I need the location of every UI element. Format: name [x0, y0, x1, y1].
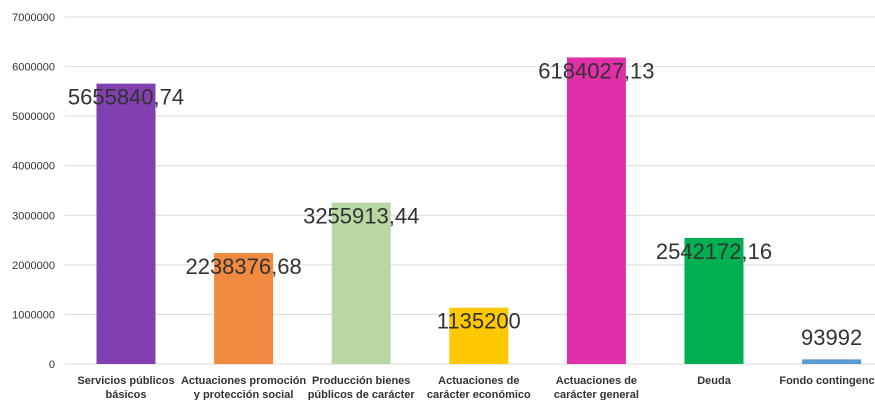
x-axis-category-labels: Servicios públicos básicos Actuaciones pro…	[77, 375, 875, 400]
x-category-label: Producción bienes públicos de carácter	[308, 375, 416, 400]
bar	[684, 237, 744, 364]
y-tick-label: 5000000	[12, 111, 55, 123]
bar	[449, 307, 509, 364]
x-category-label-line: Fondo contingencia	[779, 375, 875, 387]
y-tick-label: 0	[49, 359, 55, 371]
x-category-label: Deuda	[697, 375, 732, 387]
x-category-label-line: Deuda	[697, 375, 732, 387]
x-category-label-line: Servicios públicos	[77, 375, 174, 387]
data-label: 2542172,16	[656, 239, 772, 264]
data-label: 5655840,74	[68, 85, 184, 110]
bar	[802, 359, 862, 364]
y-tick-label: 6000000	[12, 62, 55, 74]
y-tick-label: 7000000	[12, 12, 55, 24]
bar	[214, 253, 274, 364]
data-label: 93992	[801, 325, 862, 350]
x-category-label-line: básicos	[106, 389, 147, 400]
x-category-label: Actuaciones promoción y protección social	[181, 375, 307, 400]
x-category-label: Actuaciones de carácter económico	[427, 375, 531, 400]
x-category-label-line: Producción bienes	[312, 375, 410, 387]
y-tick-label: 4000000	[12, 161, 55, 173]
x-category-label-line: públicos de carácter	[308, 389, 416, 400]
data-label: 1135200	[437, 309, 521, 334]
x-category-label-line: carácter general	[554, 389, 639, 400]
x-category-label-line: Actuaciones promoción	[181, 375, 307, 387]
y-tick-label: 3000000	[12, 210, 55, 222]
x-category-label-line: carácter económico	[427, 389, 531, 400]
gridlines	[65, 16, 875, 315]
data-label: 2238376,68	[185, 254, 301, 279]
x-category-label-line: y protección social	[194, 389, 294, 400]
bar	[96, 83, 156, 364]
x-category-label-line: Actuaciones de	[438, 375, 519, 387]
x-category-label: Actuaciones de carácter general	[554, 375, 639, 400]
data-label: 3255913,44	[303, 204, 419, 229]
bar	[566, 57, 626, 364]
x-category-label: Fondo contingencia	[779, 375, 875, 387]
x-category-label-line: Actuaciones de	[556, 375, 637, 387]
bars	[96, 57, 862, 364]
bar	[331, 202, 391, 364]
y-tick-label: 2000000	[12, 260, 55, 272]
data-label: 6184027,13	[538, 58, 654, 83]
y-axis-tick-labels: 0 1000000 2000000 3000000 4000000 5000000 6000…	[12, 12, 55, 371]
x-category-label: Servicios públicos básicos	[77, 375, 174, 400]
y-tick-label: 1000000	[12, 309, 55, 321]
